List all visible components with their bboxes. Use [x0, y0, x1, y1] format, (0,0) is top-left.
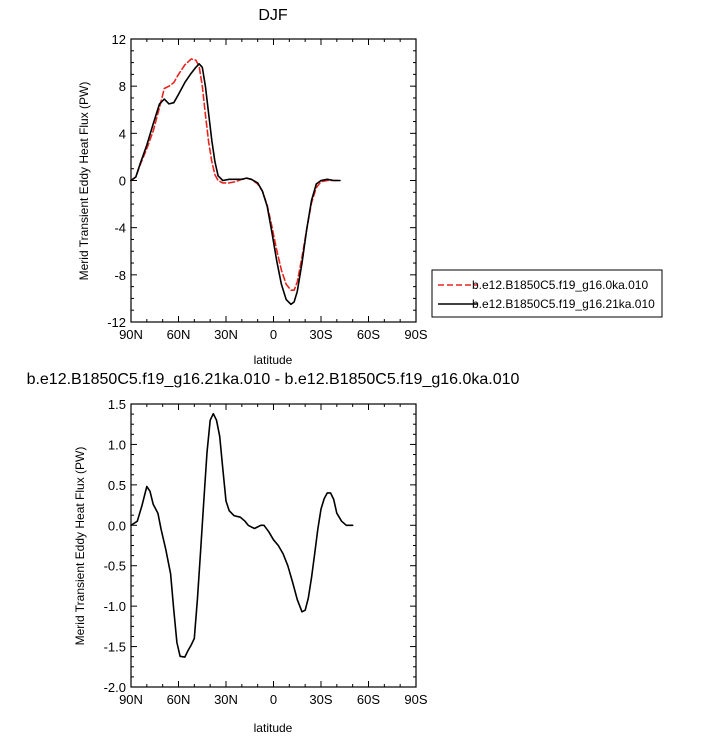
top-series-line-0: [130, 58, 341, 291]
top-legend: b.e12.B1850C5.f19_g16.0ka.010 b.e12.B185…: [431, 269, 663, 318]
top-chart-title: DJF: [258, 7, 288, 24]
bottom-y-tick-label: -0.5: [104, 559, 126, 574]
bottom-panel: b.e12.B1850C5.f19_g16.21ka.010 - b.e12.B…: [27, 371, 520, 735]
top-y-tick-label: -12: [107, 315, 126, 330]
top-y-tick-label: 8: [119, 79, 126, 94]
top-y-tick-label: 4: [119, 126, 126, 141]
bottom-x-tick-label: 90N: [119, 692, 143, 707]
top-plot-frame: [130, 38, 417, 323]
top-y-tick-label: 12: [112, 32, 126, 47]
top-x-tick-label: 30N: [214, 327, 238, 342]
top-y-tick-label: -4: [114, 221, 126, 236]
bottom-y-tick-label: 0.0: [108, 518, 126, 533]
bottom-y-tick-label: 0.5: [108, 478, 126, 493]
bottom-y-axis-title: Merid Transient Eddy Heat Flux (PW): [73, 447, 87, 646]
bottom-plot-frame: [130, 403, 417, 688]
top-y-tick-label: -8: [114, 268, 126, 283]
top-x-tick-label: 60S: [357, 327, 380, 342]
top-panel: DJF Merid Transient Eddy Heat Flux (PW) …: [77, 7, 428, 367]
bottom-axis-ticks: 90N 60N 30N 0 30S 60S 90S 1.5 1.0 0.5 0.0 -0.5 -1.0 -…: [104, 397, 428, 707]
legend-box: [431, 269, 663, 318]
top-x-axis-title: latitude: [254, 353, 293, 367]
bottom-x-tick-label: 90S: [404, 692, 427, 707]
legend-label-21ka: b.e12.B1850C5.f19_g16.21ka.010: [472, 297, 655, 311]
top-axis-ticks: 90N 60N 30N 0 30S 60S 90S 12 8 4 0 -4 -8 -12: [107, 32, 428, 342]
top-y-tick-label: 0: [119, 174, 126, 189]
top-x-tick-label: 90S: [404, 327, 427, 342]
bottom-y-tick-label: 1.5: [108, 397, 126, 412]
top-x-tick-label: 0: [270, 327, 277, 342]
bottom-y-tick-label: -1.5: [104, 640, 126, 655]
bottom-x-tick-label: 60N: [167, 692, 191, 707]
bottom-series-line-0: [130, 412, 354, 658]
top-series-line-1: [130, 63, 341, 306]
bottom-x-tick-label: 30S: [309, 692, 332, 707]
bottom-x-tick-label: 60S: [357, 692, 380, 707]
legend-label-0ka: b.e12.B1850C5.f19_g16.0ka.010: [472, 278, 648, 292]
top-x-tick-label: 30S: [309, 327, 332, 342]
bottom-series-group: [130, 412, 354, 658]
bottom-x-tick-label: 0: [270, 692, 277, 707]
top-x-tick-label: 90N: [119, 327, 143, 342]
top-y-axis-title: Merid Transient Eddy Heat Flux (PW): [77, 82, 91, 281]
top-x-tick-label: 60N: [167, 327, 191, 342]
bottom-y-tick-label: -1.0: [104, 599, 126, 614]
bottom-chart-title: b.e12.B1850C5.f19_g16.21ka.010 - b.e12.B…: [27, 371, 520, 388]
bottom-y-tick-label: -2.0: [104, 680, 126, 695]
bottom-y-tick-label: 1.0: [108, 437, 126, 452]
bottom-x-axis-title: latitude: [254, 721, 293, 735]
top-series-group: [130, 58, 341, 306]
bottom-x-tick-label: 30N: [214, 692, 238, 707]
